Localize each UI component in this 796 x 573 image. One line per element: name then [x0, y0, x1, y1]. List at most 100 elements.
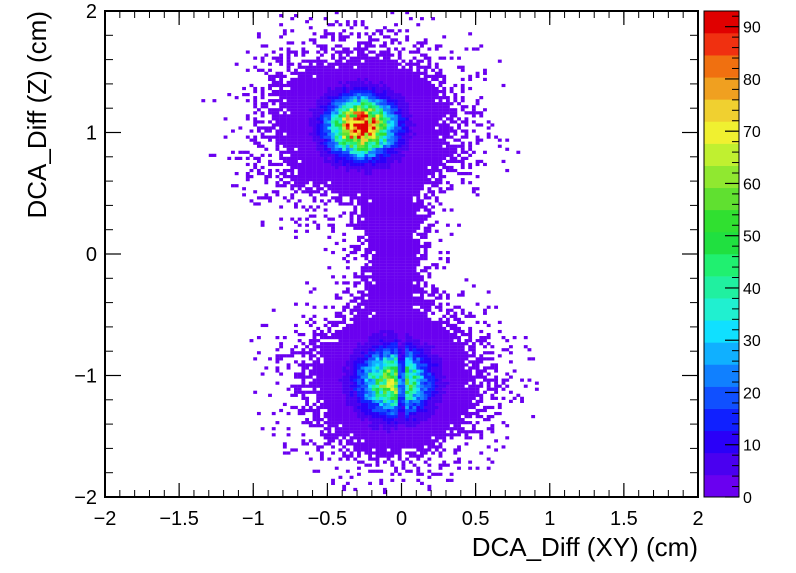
heatmap-cell [412, 278, 417, 282]
heatmap-cell [275, 74, 280, 78]
heatmap-cell [301, 111, 306, 115]
heatmap-cell [423, 411, 428, 416]
heatmap-cell [256, 159, 261, 164]
heatmap-cell [431, 141, 436, 145]
heatmap-cell [412, 369, 417, 373]
heatmap-cell [319, 111, 324, 115]
heatmap-cell [471, 129, 476, 133]
heatmap-cell [471, 405, 476, 410]
heatmap-cell [360, 93, 365, 97]
heatmap-cell [427, 135, 432, 139]
heatmap-cell [360, 223, 365, 227]
heatmap-cell [438, 339, 443, 343]
heatmap-cell [319, 332, 324, 337]
heatmap-cell [334, 126, 339, 130]
heatmap-cell [449, 117, 454, 121]
heatmap-cell [323, 77, 328, 82]
heatmap-cell [382, 354, 387, 358]
heatmap-cell [371, 260, 376, 264]
heatmap-cell [449, 184, 454, 188]
heatmap-cell [305, 93, 309, 97]
heatmap-cell [401, 311, 406, 315]
heatmap-cell [364, 153, 369, 157]
heatmap-cell [316, 86, 321, 91]
heatmap-cell [349, 135, 354, 139]
heatmap-cell [408, 351, 413, 355]
heatmap-cell [345, 405, 350, 410]
heatmap-cell [505, 138, 510, 142]
heatmap-cell [416, 181, 421, 185]
heatmap-cell [382, 111, 387, 115]
heatmap-cell [386, 214, 391, 218]
heatmap-cell [349, 405, 354, 410]
heatmap-cell [342, 411, 347, 416]
heatmap-cell [364, 217, 369, 221]
heatmap-cell [449, 378, 454, 382]
heatmap-cell [382, 178, 387, 182]
heatmap-cell [316, 171, 321, 176]
heatmap-cell [334, 414, 339, 419]
heatmap-cell [397, 384, 402, 388]
heatmap-cell [468, 390, 473, 394]
heatmap-cell [342, 102, 347, 106]
heatmap-cell [327, 120, 332, 124]
heatmap-cell [349, 132, 354, 136]
heatmap-cell [394, 354, 398, 358]
heatmap-cell [253, 390, 258, 394]
heatmap-cell [319, 80, 324, 85]
heatmap-cell [427, 414, 432, 419]
heatmap-cell [275, 360, 280, 364]
heatmap-cell [382, 451, 387, 455]
heatmap-cell [427, 132, 432, 136]
heatmap-cell [475, 411, 480, 416]
heatmap-cell [301, 439, 306, 443]
heatmap-cell [323, 181, 328, 185]
heatmap-cell [405, 153, 410, 157]
heatmap-cell [345, 336, 350, 340]
heatmap-cell [408, 414, 413, 419]
heatmap-cell [438, 366, 443, 370]
heatmap-cell [408, 266, 413, 270]
heatmap-cell [420, 366, 424, 370]
heatmap-cell [449, 120, 454, 124]
heatmap-cell [353, 314, 358, 318]
heatmap-cell [360, 184, 365, 188]
heatmap-cell [379, 336, 384, 340]
heatmap-cell [386, 211, 391, 215]
heatmap-cell [405, 311, 410, 315]
heatmap-cell [401, 217, 406, 221]
heatmap-cell [423, 427, 428, 431]
heatmap-cell [453, 424, 458, 428]
heatmap-cell [253, 165, 258, 170]
heatmap-cell [427, 405, 432, 410]
heatmap-cell [371, 223, 376, 227]
heatmap-cell [327, 375, 332, 379]
heatmap-cell [420, 320, 424, 325]
heatmap-cell [297, 168, 302, 173]
heatmap-cell [338, 357, 343, 361]
heatmap-cell [390, 442, 395, 446]
heatmap-cell [434, 320, 439, 325]
heatmap-cell [364, 123, 369, 127]
heatmap-cell [249, 138, 254, 142]
heatmap-cell [412, 83, 417, 88]
heatmap-cell [353, 411, 358, 416]
heatmap-cell [401, 129, 406, 133]
heatmap-cell [312, 147, 317, 151]
heatmap-cell [449, 430, 454, 434]
heatmap-cell [360, 384, 365, 388]
heatmap-cell [397, 275, 402, 279]
heatmap-cell [401, 466, 406, 470]
heatmap-cell [368, 135, 372, 139]
heatmap-cell [212, 99, 217, 103]
heatmap-cell [405, 105, 410, 109]
heatmap-cell [434, 156, 439, 160]
heatmap-cell [360, 360, 365, 364]
heatmap-cell [390, 159, 395, 164]
heatmap-cell [397, 369, 402, 373]
heatmap-cell [282, 141, 287, 145]
heatmap-cell [360, 120, 365, 124]
heatmap-cell [357, 402, 361, 407]
heatmap-cell [375, 263, 380, 267]
heatmap-cell [445, 357, 450, 361]
